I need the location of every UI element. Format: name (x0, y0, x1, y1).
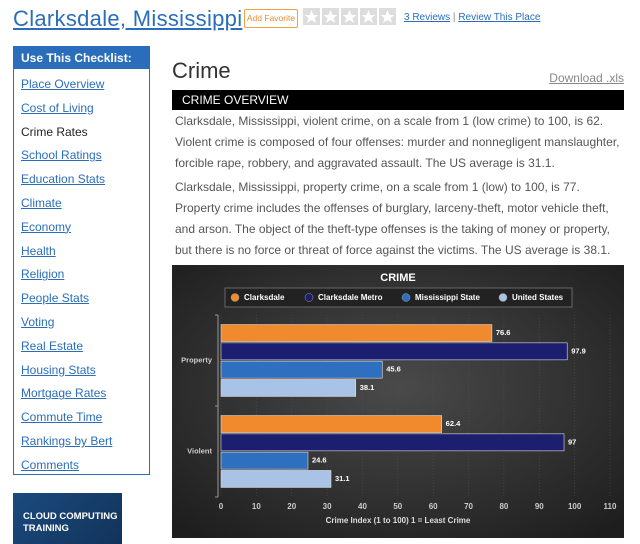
chart: CRIME Crime Index (1 to 100) 1 = Least C… (172, 265, 624, 538)
x-tick-label: 80 (499, 502, 508, 511)
x-tick-label: 20 (287, 502, 296, 511)
sidebar-item: Comments (21, 458, 149, 482)
x-tick-label: 40 (358, 502, 367, 511)
legend-label: Mississippi State (415, 293, 480, 302)
sidebar-item: Voting (21, 315, 149, 339)
sidebar: Use This Checklist: Place Overview Cost o… (13, 46, 150, 475)
data-label: 38.1 (360, 383, 375, 392)
sidebar-item: Real Estate (21, 339, 149, 363)
data-label: 97 (568, 437, 576, 446)
x-tick-label: 10 (252, 502, 261, 511)
sidebar-title: Use This Checklist: (14, 47, 149, 69)
data-label: 31.1 (335, 474, 350, 483)
legend-marker (498, 293, 508, 302)
x-tick-label: 90 (535, 502, 544, 511)
x-tick-label: 70 (464, 502, 473, 511)
x-tick-label: 30 (323, 502, 332, 511)
sidebar-link[interactable]: Place Overview (21, 77, 105, 91)
sidebar-link[interactable]: Education Stats (21, 172, 106, 187)
bar (220, 470, 332, 488)
sidebar-item: Cost of Living (21, 101, 149, 125)
legend-label: United States (512, 293, 564, 302)
sidebar-link[interactable]: Health (21, 243, 56, 258)
sidebar-link[interactable]: Economy (21, 219, 72, 234)
sidebar-item: People Stats (21, 291, 149, 315)
sidebar-link[interactable]: Climate (21, 195, 62, 210)
sidebar-item: Commute Time (21, 410, 149, 434)
x-tick-label: 0 (219, 502, 224, 511)
legend-label: Clarksdale Metro (318, 293, 383, 302)
add-favorite-button[interactable]: Add Favorite (244, 9, 298, 28)
sidebar-item: Climate (21, 196, 149, 220)
sidebar-item: Rankings by Bert (21, 434, 149, 458)
sidebar-link[interactable]: Comments (21, 457, 80, 472)
reviews: 3 Reviews | Review This Place (404, 12, 540, 23)
sidebar-list: Place Overview Cost of Living Crime Rates S… (14, 77, 149, 482)
place-title[interactable]: Clarksdale, Mississippi (13, 6, 243, 31)
data-label: 76.6 (496, 328, 511, 337)
sidebar-link[interactable]: People Stats (21, 291, 90, 306)
bar (220, 360, 383, 379)
sidebar-link[interactable]: Housing Stats (21, 362, 96, 377)
rating-stars[interactable] (303, 8, 399, 26)
section-bar: CRIME OVERVIEW (172, 90, 624, 110)
sidebar-item: Religion (21, 267, 149, 291)
data-label: 24.6 (312, 456, 327, 465)
reviews-link[interactable]: 3 Reviews (404, 12, 451, 23)
x-tick-label: 50 (393, 502, 402, 511)
sidebar-item: Mortgage Rates (21, 386, 149, 410)
bar (220, 379, 357, 397)
paragraph: Clarksdale, Mississippi, violent crime, … (175, 114, 620, 170)
sidebar-item: Crime Rates (21, 125, 149, 149)
x-tick-label: 100 (568, 502, 582, 511)
y-tick-label: Property (181, 355, 213, 364)
sidebar-link[interactable]: Crime Rates (21, 124, 88, 139)
paragraph: Clarksdale, Mississippi, property crime,… (175, 180, 611, 257)
sidebar-item: Health (21, 244, 149, 268)
legend-box (224, 287, 573, 308)
legend-label: Clarksdale (244, 293, 285, 302)
heading: Crime (172, 58, 231, 83)
data-label: 45.6 (386, 365, 401, 374)
sidebar-link[interactable]: Mortgage Rates (21, 386, 107, 401)
legend-marker (401, 293, 411, 302)
sidebar-link[interactable]: School Ratings (21, 148, 102, 163)
bar (220, 415, 442, 433)
bar (220, 342, 568, 361)
bar (220, 433, 565, 452)
x-tick-label: 110 (604, 502, 617, 511)
data-label: 97.9 (571, 346, 586, 355)
sidebar-item: Housing Stats (21, 363, 149, 387)
sidebar-link[interactable]: Voting (21, 314, 55, 329)
sidebar-item: School Ratings (21, 148, 149, 172)
sidebar-item: Place Overview (21, 77, 149, 101)
legend-marker (230, 293, 240, 302)
separator: | (452, 12, 456, 23)
download-link[interactable]: Download .xls (549, 71, 624, 85)
sidebar-link[interactable]: Rankings by Bert (21, 433, 113, 448)
sidebar-item: Economy (21, 220, 149, 244)
data-label: 62.4 (446, 419, 461, 428)
x-tick-label: 60 (429, 502, 438, 511)
sidebar-link[interactable]: Real Estate (21, 338, 84, 353)
chart-title: CRIME (380, 272, 415, 284)
sidebar-link[interactable]: Commute Time (21, 410, 103, 425)
sidebar-link[interactable]: Cost of Living (21, 100, 94, 115)
legend-marker (304, 293, 314, 302)
ad[interactable]: CLOUD COMPUTING TRAINING (13, 493, 122, 544)
ad-text: CLOUD COMPUTING TRAINING (23, 511, 118, 534)
bar (220, 451, 309, 470)
review-link[interactable]: Review This Place (458, 12, 541, 23)
x-axis-title: Crime Index (1 to 100) 1 = Least Crime (326, 516, 471, 525)
bar (220, 324, 493, 342)
sidebar-link[interactable]: Religion (21, 267, 65, 282)
y-tick-label: Violent (187, 446, 212, 455)
sidebar-item: Education Stats (21, 172, 149, 196)
